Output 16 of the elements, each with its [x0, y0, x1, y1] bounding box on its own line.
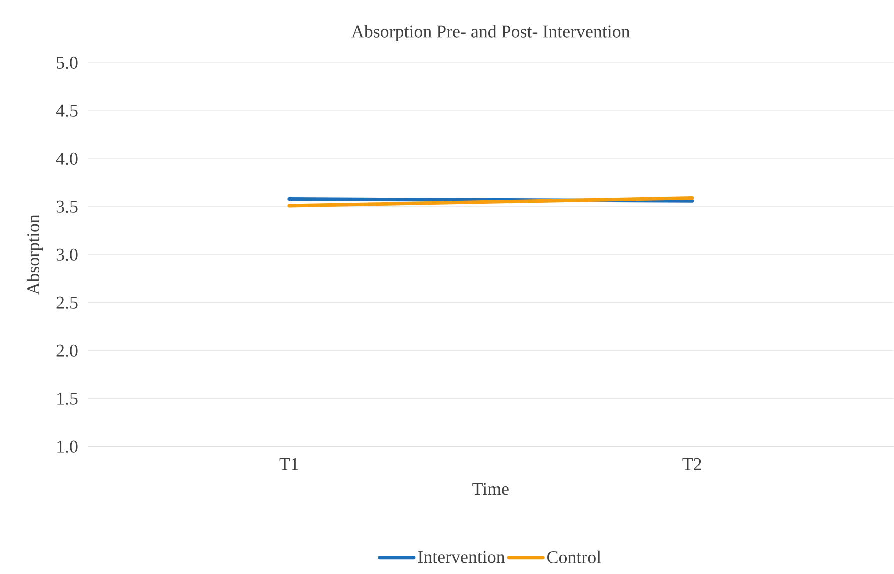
y-tick-label: 3.0	[56, 248, 78, 262]
x-axis-title: Time	[472, 483, 509, 496]
y-tick-label: 2.0	[56, 344, 78, 358]
y-tick-label: 1.5	[58, 392, 78, 405]
x-tick-label: T2	[682, 458, 702, 470]
y-tick-label: 4.0	[56, 152, 78, 166]
legend-label: Intervention	[418, 551, 506, 564]
chart-title: Absorption Pre- and Post- Intervention	[352, 25, 630, 42]
y-tick-label: 3.5	[56, 200, 78, 214]
y-tick-label: 1.0	[58, 440, 78, 454]
y-tick-label: 5.0	[57, 56, 78, 70]
y-tick-label: 2.5	[56, 296, 78, 310]
y-tick-label: 4.5	[56, 104, 78, 118]
legend-label: Control	[548, 550, 602, 564]
x-tick-label: T1	[280, 458, 298, 470]
y-axis-title: Absorption	[26, 214, 44, 296]
